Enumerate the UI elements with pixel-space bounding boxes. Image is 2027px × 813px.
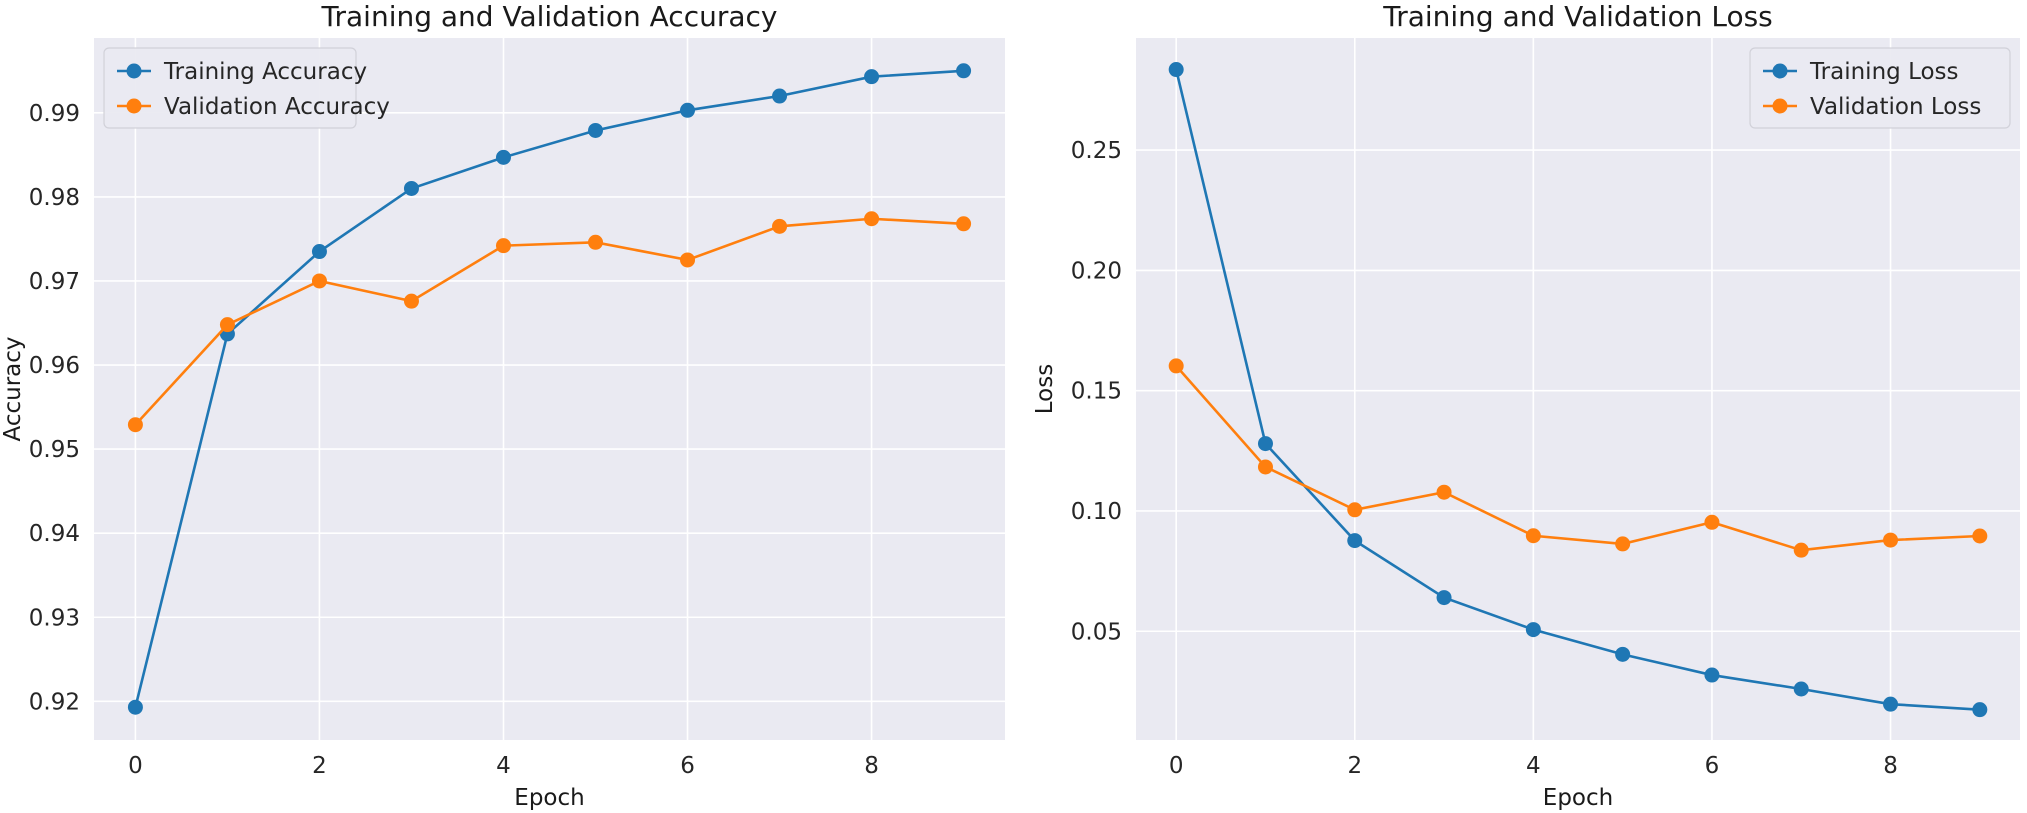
data-point [403, 293, 419, 309]
data-point [680, 252, 696, 268]
x-tick-label: 4 [1526, 753, 1541, 779]
data-point [956, 216, 972, 232]
data-point [311, 273, 327, 289]
legend: Training Loss Validation Loss [1749, 47, 2011, 129]
series-line [1175, 365, 1980, 552]
x-tick-label: 0 [128, 753, 143, 779]
legend-label: Validation Accuracy [164, 94, 390, 120]
series-training-loss [1168, 62, 1988, 718]
data-point [772, 88, 788, 104]
legend-swatch-marker [126, 98, 142, 114]
plot-area [94, 38, 1005, 740]
chart-title: Training and Validation Accuracy [321, 0, 778, 33]
data-point [588, 122, 604, 138]
data-point [1168, 62, 1184, 78]
data-point [1883, 532, 1899, 548]
data-point [1972, 528, 1988, 544]
data-point [495, 238, 511, 254]
data-point [864, 69, 880, 85]
data-point [495, 149, 511, 165]
data-point [1793, 681, 1809, 697]
data-point [680, 102, 696, 118]
legend-swatch-marker [1772, 98, 1788, 114]
legend-label: Validation Loss [1810, 94, 1981, 120]
data-point [1793, 542, 1809, 558]
series-line [134, 69, 964, 708]
data-point [1525, 622, 1541, 638]
data-point [588, 234, 604, 250]
y-axis-label: Loss [1032, 364, 1058, 414]
data-point [1704, 514, 1720, 530]
x-tick-label: 8 [864, 753, 879, 779]
data-point [1972, 702, 1988, 718]
y-tick-label: 0.96 [29, 353, 80, 379]
data-point [1525, 528, 1541, 544]
series-training-accuracy [127, 63, 972, 715]
data-point [1257, 459, 1273, 475]
chart-panel-2: 0 2 4 6 8 0.05 0.10 0.15 0.20 0.25 Training and Va… [1032, 0, 2020, 811]
data-point [403, 180, 419, 196]
x-tick-label: 2 [1347, 753, 1362, 779]
y-tick-label: 0.92 [29, 689, 80, 715]
chart-title: Training and Validation Loss [1382, 0, 1773, 33]
x-tick-label: 6 [1705, 753, 1720, 779]
data-point [1436, 484, 1452, 500]
data-point [772, 218, 788, 234]
y-tick-label: 0.99 [29, 101, 80, 127]
y-tick-label: 0.94 [29, 521, 80, 547]
chart-panel-1: 0 2 4 6 8 0.92 0.93 0.94 0.95 0.96 0.97 0.98 0.99 Tra… [0, 0, 1005, 811]
series-validation-accuracy [127, 211, 972, 433]
y-tick-label: 0.95 [29, 437, 80, 463]
data-point [1704, 667, 1720, 683]
data-point [1436, 590, 1452, 606]
legend-swatch-marker [1772, 63, 1788, 79]
y-tick-label: 0.98 [29, 185, 80, 211]
plot-area [1136, 38, 2020, 740]
y-tick-label: 0.93 [29, 605, 80, 631]
x-tick-label: 2 [312, 753, 327, 779]
data-point [1347, 533, 1363, 549]
series-validation-loss [1168, 358, 1988, 558]
data-point [219, 317, 235, 333]
data-point [956, 63, 972, 79]
x-axis-label: Epoch [1543, 785, 1613, 811]
x-tick-label: 6 [680, 753, 695, 779]
y-tick-label: 0.10 [1071, 499, 1122, 525]
data-point [1168, 358, 1184, 374]
x-axis-label: Epoch [514, 785, 584, 811]
data-point [127, 699, 143, 715]
legend-swatch-marker [126, 63, 142, 79]
data-point [311, 244, 327, 260]
x-tick-label: 8 [1883, 753, 1898, 779]
y-tick-label: 0.97 [29, 269, 80, 295]
y-tick-label: 0.20 [1071, 258, 1122, 284]
data-point [864, 211, 880, 227]
data-point [127, 417, 143, 433]
legend-label: Training Accuracy [163, 59, 367, 85]
data-point [1257, 436, 1273, 452]
x-tick-label: 4 [496, 753, 511, 779]
data-point [1347, 502, 1363, 518]
x-tick-label: 0 [1169, 753, 1184, 779]
y-tick-label: 0.05 [1071, 619, 1122, 645]
legend-box [103, 47, 357, 129]
legend-label: Training Loss [1809, 59, 1959, 85]
y-tick-label: 0.25 [1071, 138, 1122, 164]
series-line [1174, 69, 1980, 711]
y-tick-label: 0.15 [1071, 379, 1122, 405]
series-line [134, 217, 964, 426]
data-point [1615, 536, 1631, 552]
data-point [1615, 646, 1631, 662]
legend-box [1749, 47, 2011, 129]
legend: Training Accuracy Validation Accuracy [103, 47, 390, 129]
y-axis-label: Accuracy [0, 336, 26, 441]
data-point [1883, 696, 1899, 712]
